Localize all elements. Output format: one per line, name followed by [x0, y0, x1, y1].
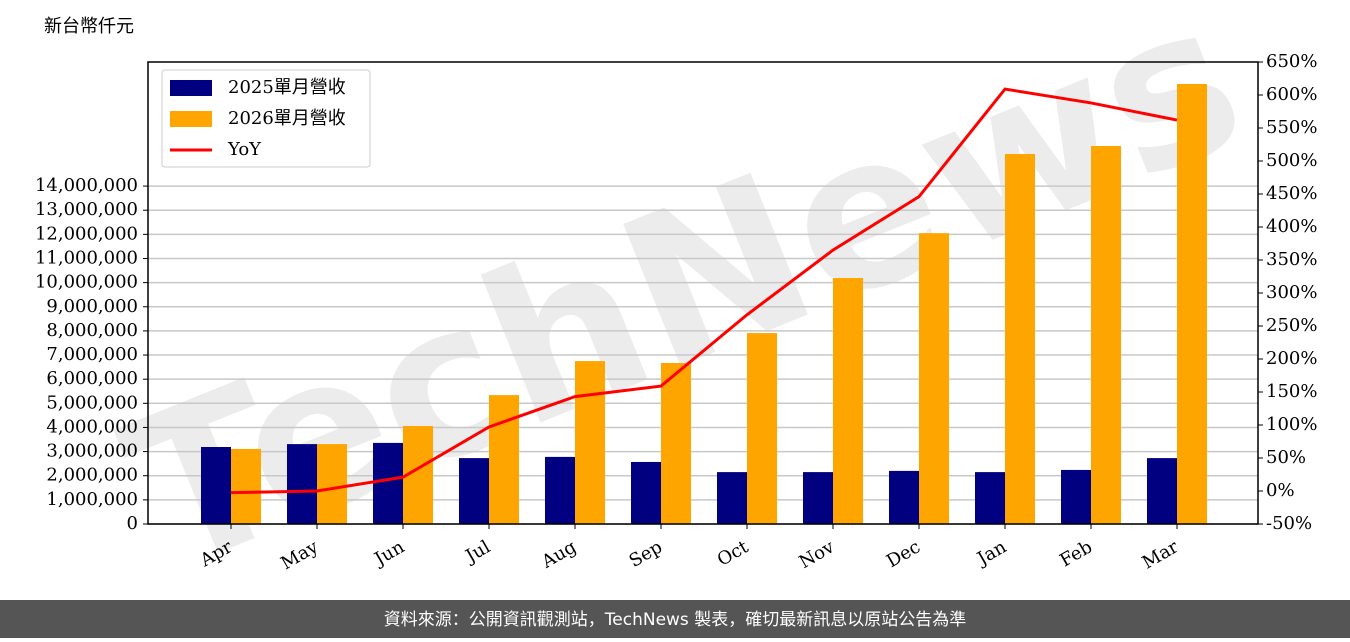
legend-label: 2026單月營收 [228, 108, 346, 129]
y2-tick-label: 250% [1266, 315, 1317, 336]
bar [1061, 469, 1091, 524]
y-tick-label: 10,000,000 [35, 272, 138, 293]
bar [889, 470, 919, 524]
bar [1091, 146, 1121, 524]
footer-band [0, 600, 1350, 638]
y2-tick-label: 450% [1266, 183, 1317, 204]
y2-tick-label: 350% [1266, 249, 1317, 270]
y-tick-label: 2,000,000 [46, 465, 138, 486]
y2-tick-label: 50% [1266, 447, 1306, 468]
y2-tick-label: 0% [1266, 480, 1295, 501]
bar [1147, 458, 1177, 524]
y2-tick-label: 150% [1266, 381, 1317, 402]
y-tick-label: 13,000,000 [35, 199, 138, 220]
bar [545, 456, 575, 524]
legend-swatch [170, 111, 212, 127]
bar [803, 472, 833, 524]
y-tick-label: 6,000,000 [46, 368, 138, 389]
unit-label: 新台幣仟元 [44, 16, 134, 37]
bar [201, 447, 231, 524]
bar [489, 395, 519, 524]
bar [1177, 83, 1207, 524]
y2-tick-label: 300% [1266, 282, 1317, 303]
y2-tick-label: 600% [1266, 84, 1317, 105]
y-tick-label: 7,000,000 [46, 344, 138, 365]
bar [575, 361, 605, 524]
y-tick-label: 11,000,000 [35, 247, 138, 268]
y-tick-label: 12,000,000 [35, 223, 138, 244]
bar [317, 444, 347, 524]
bar [459, 458, 489, 524]
bar [975, 472, 1005, 524]
y-tick-label: 14,000,000 [35, 175, 138, 196]
bar [287, 444, 317, 524]
y2-tick-label: 200% [1266, 348, 1317, 369]
bar [631, 461, 661, 524]
source-note: 資料來源：公開資訊觀測站，TechNews 製表，確切最新訊息以原站公告為準 [384, 610, 966, 630]
y2-tick-label: 500% [1266, 150, 1317, 171]
bar [833, 278, 863, 524]
y-tick-label: 8,000,000 [46, 320, 138, 341]
legend-label: 2025單月營收 [228, 77, 346, 98]
bar [747, 333, 777, 524]
y2-tick-label: -50% [1266, 513, 1312, 534]
bar [231, 448, 261, 524]
y-tick-label: 1,000,000 [46, 489, 138, 510]
line [230, 87, 1178, 495]
y-tick-label: 3,000,000 [46, 441, 138, 462]
y-tick-label: 5,000,000 [46, 392, 138, 413]
legend-swatch [170, 80, 212, 96]
bar [1005, 153, 1035, 524]
plot-frame [147, 61, 1259, 525]
y2-tick-label: 650% [1266, 51, 1317, 72]
legend-label: YoY [227, 139, 262, 160]
y-tick-label: 0 [127, 513, 138, 534]
bar [717, 472, 747, 524]
y2-tick-label: 550% [1266, 117, 1317, 138]
y-tick-label: 9,000,000 [46, 296, 138, 317]
y2-tick-label: 100% [1266, 414, 1317, 435]
y-tick-label: 4,000,000 [46, 416, 138, 437]
bar [919, 233, 949, 524]
bar [373, 442, 403, 524]
y2-tick-label: 400% [1266, 216, 1317, 237]
legend-box [161, 69, 371, 168]
bar [661, 363, 691, 524]
